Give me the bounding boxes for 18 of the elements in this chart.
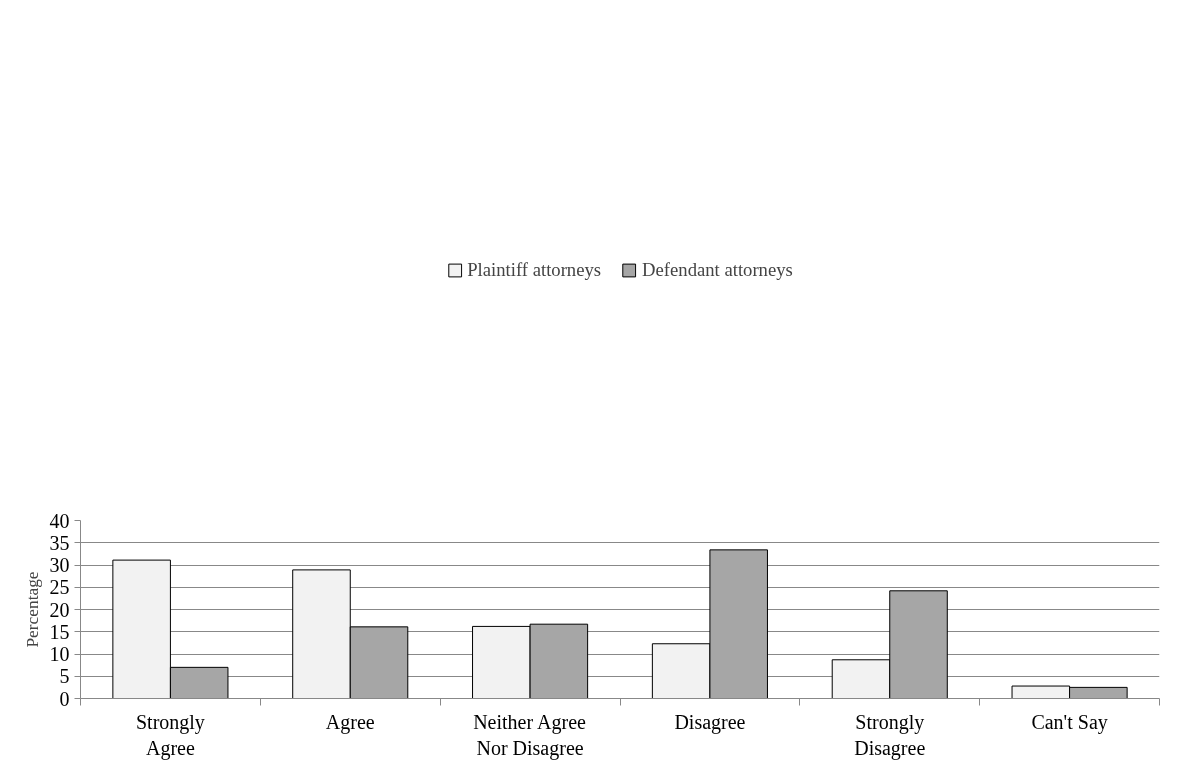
x-tick-label: Agree bbox=[325, 710, 375, 734]
x-tick-label: Strongly Agree bbox=[135, 710, 205, 760]
y-axis-title: Percentage bbox=[22, 571, 42, 648]
y-tick-label: 10 bbox=[49, 643, 70, 665]
x-tick-label: Can't Say bbox=[1031, 710, 1108, 734]
x-tick-label: Strongly Disagree bbox=[854, 710, 926, 760]
legend-label: Defendant attorneys bbox=[642, 259, 793, 281]
y-tick-label: 30 bbox=[49, 554, 70, 576]
y-tick-label: 15 bbox=[49, 620, 70, 643]
x-tick-label: Disagree bbox=[674, 710, 746, 734]
y-tick-label: 0 bbox=[59, 687, 70, 710]
y-tick-label: 35 bbox=[49, 531, 70, 554]
y-tick-label: 25 bbox=[49, 576, 70, 599]
legend-label: Plaintiff attorneys bbox=[467, 259, 602, 281]
y-tick-label: 40 bbox=[49, 509, 70, 532]
y-tick-label: 20 bbox=[49, 598, 70, 621]
x-tick-label: Neither Agree Nor Disagree bbox=[473, 710, 587, 760]
y-tick-label: 5 bbox=[59, 665, 70, 688]
